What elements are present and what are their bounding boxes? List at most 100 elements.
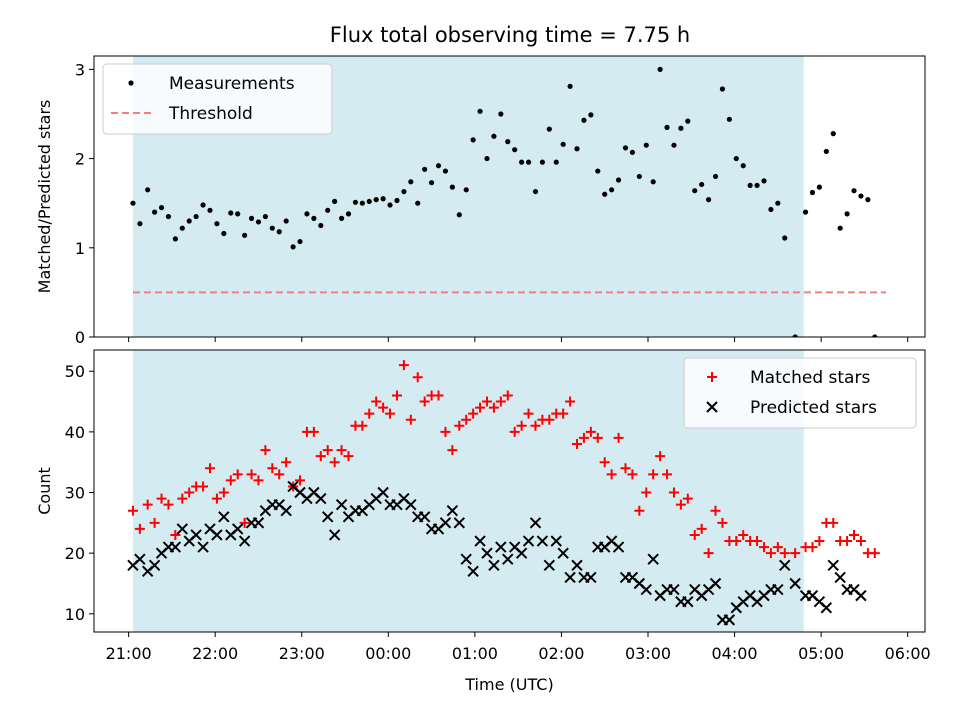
- data-point: [606, 469, 617, 480]
- data-point: [491, 133, 497, 139]
- data-point: [622, 145, 629, 151]
- data-point: [460, 553, 472, 565]
- x-axis-label: Time (UTC): [464, 675, 553, 694]
- data-point: [137, 221, 143, 227]
- data-point: [675, 499, 686, 510]
- data-point: [515, 547, 528, 559]
- count-panel: 10 20 30 40 50 21:00 22:00 23:00 00:00 01:00 02:00…: [35, 349, 931, 694]
- data-point: [190, 529, 202, 541]
- legend-marker: [707, 372, 717, 382]
- data-point: [467, 565, 479, 578]
- data-point: [855, 536, 866, 547]
- data-point: [373, 197, 379, 203]
- data-point: [650, 179, 656, 185]
- data-point: [627, 469, 638, 480]
- data-point: [758, 542, 769, 553]
- data-point: [655, 451, 666, 462]
- data-point: [505, 139, 511, 145]
- y-tick-label: 1: [75, 239, 85, 258]
- legend-box: [683, 357, 917, 429]
- data-point: [523, 408, 534, 419]
- data-point: [643, 142, 649, 148]
- data-point: [378, 402, 389, 413]
- data-point: [214, 221, 220, 227]
- chart-title: Flux total observing time = 7.75 h: [330, 23, 690, 47]
- data-point: [709, 577, 722, 590]
- data-point: [574, 146, 580, 152]
- data-point: [609, 187, 615, 193]
- data-point: [225, 475, 236, 486]
- data-point: [134, 553, 146, 565]
- data-point: [281, 457, 292, 468]
- data-point: [163, 499, 174, 510]
- data-point: [149, 517, 160, 528]
- data-point: [322, 511, 334, 523]
- data-point: [204, 463, 215, 474]
- data-point: [578, 432, 589, 443]
- data-point: [366, 198, 372, 205]
- data-point: [509, 426, 520, 437]
- data-point: [827, 559, 839, 571]
- data-point: [629, 149, 636, 155]
- data-point: [772, 583, 784, 596]
- data-point: [336, 445, 347, 456]
- data-point: [252, 517, 265, 529]
- x-tick-label: 23:00: [279, 644, 325, 663]
- data-point: [134, 523, 145, 534]
- data-point: [712, 173, 719, 180]
- data-point: [790, 548, 801, 559]
- data-point: [207, 207, 213, 213]
- data-point: [719, 86, 726, 92]
- data-point: [640, 583, 652, 596]
- data-point: [176, 523, 189, 535]
- data-point: [262, 213, 268, 220]
- data-point: [172, 236, 178, 242]
- data-point: [710, 505, 721, 516]
- data-point: [855, 589, 867, 602]
- data-point: [177, 493, 188, 504]
- data-point: [311, 215, 317, 221]
- data-point: [231, 523, 244, 535]
- data-point: [364, 408, 375, 419]
- data-point: [620, 463, 631, 474]
- axes-frame: [93, 349, 926, 633]
- data-point: [447, 445, 458, 456]
- data-point: [470, 137, 476, 143]
- data-point: [184, 487, 195, 498]
- x-tick-label: 03:00: [625, 644, 671, 663]
- data-point: [668, 487, 679, 498]
- data-point: [851, 188, 857, 194]
- data-point: [488, 402, 499, 413]
- data-point: [705, 197, 712, 203]
- data-point: [468, 408, 479, 419]
- data-point: [148, 559, 161, 571]
- data-point: [200, 202, 206, 208]
- data-point: [820, 602, 833, 614]
- x-tick-label: 00:00: [365, 644, 411, 663]
- data-point: [170, 529, 181, 540]
- data-point: [186, 218, 192, 224]
- data-point: [127, 505, 138, 516]
- data-point: [325, 207, 331, 213]
- data-point: [558, 408, 569, 419]
- data-point: [456, 212, 462, 218]
- y-tick-label: 3: [75, 60, 85, 79]
- x-tick-label: 05:00: [798, 644, 844, 663]
- data-point: [357, 420, 368, 431]
- legend-marker: [706, 401, 718, 413]
- data-point: [689, 529, 700, 540]
- data-point: [488, 559, 500, 571]
- data-point: [193, 213, 199, 220]
- data-point: [789, 577, 801, 590]
- data-point: [377, 486, 389, 499]
- data-point: [439, 517, 452, 529]
- series-predicted-stars: [127, 480, 867, 626]
- data-point: [809, 189, 816, 196]
- data-point: [322, 445, 333, 456]
- x-tick-label: 02:00: [538, 644, 584, 663]
- data-point: [512, 147, 518, 153]
- data-point: [475, 402, 486, 413]
- data-point: [530, 420, 541, 431]
- data-point: [142, 499, 153, 510]
